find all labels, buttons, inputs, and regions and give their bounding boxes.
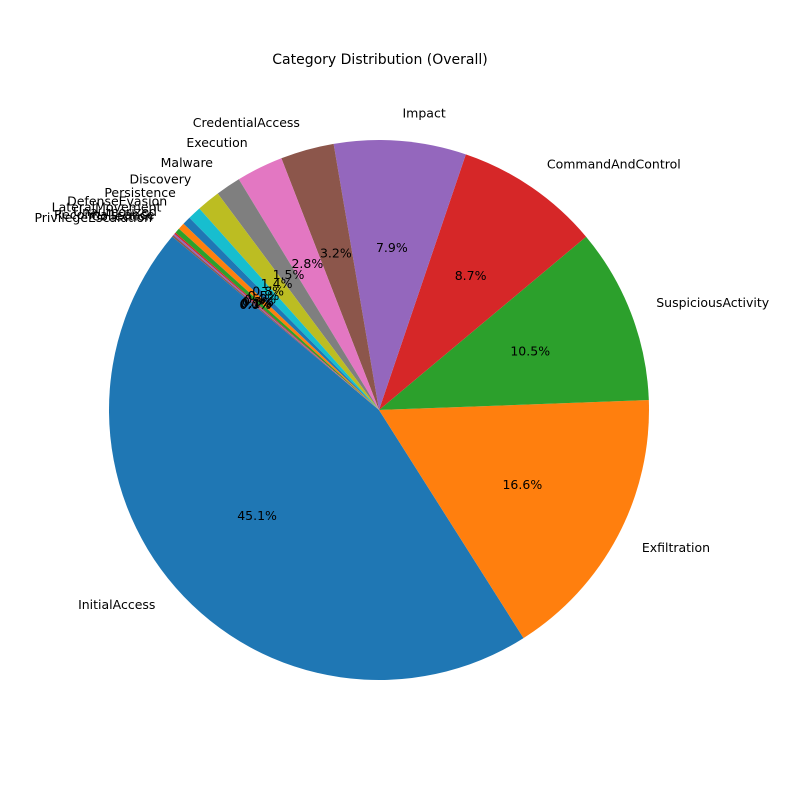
slice-label: Reconnaissance <box>54 207 155 222</box>
chart-title: Category Distribution (Overall) <box>272 52 487 68</box>
slice-percent-label: 16.6% <box>502 477 542 492</box>
pie-slice-credentialaccess <box>281 143 379 411</box>
pie-percent-labels: 45.1%16.6%10.5%8.7%7.9%3.2%2.8%1.5%1.4%0… <box>237 240 550 523</box>
slice-label: Persistence <box>104 185 176 200</box>
slice-label: Exfiltration <box>642 540 710 555</box>
pie-slice-defenseevasion <box>183 217 379 410</box>
pie-slice-privilegeescalation <box>172 235 379 410</box>
pie-slice-unauthorized <box>175 228 379 410</box>
slice-label: Collection <box>91 208 153 223</box>
slice-label: InitialAccess <box>78 597 155 612</box>
slice-percent-label: 7.9% <box>376 240 408 255</box>
slice-percent-label: 1.4% <box>261 276 293 291</box>
slice-percent-label: 10.5% <box>510 343 550 358</box>
slice-percent-label: 0.1% <box>240 296 272 311</box>
pie-slice-malware <box>217 179 379 410</box>
pie-slice-collection <box>173 233 379 410</box>
slice-label: Unauthorized <box>73 204 157 219</box>
pie-slice-exfiltration <box>379 400 649 639</box>
slice-percent-label: 0.5% <box>248 288 280 303</box>
slice-percent-label: 0.1% <box>241 295 273 310</box>
slice-label: Malware <box>161 155 214 170</box>
slice-percent-label: 8.7% <box>455 268 487 283</box>
slice-percent-label: 45.1% <box>237 508 277 523</box>
pie-slice-impact <box>333 139 466 410</box>
slice-label: Execution <box>186 135 247 150</box>
slice-percent-label: 0.0% <box>239 297 271 312</box>
slice-label: DefenseEvasion <box>67 193 167 208</box>
slice-percent-label: 3.2% <box>320 245 352 260</box>
slice-percent-label: 0.4% <box>244 291 276 306</box>
pie-slice-execution <box>238 158 379 410</box>
pie-slice-reconnaissance <box>174 232 379 410</box>
slice-label: SuspiciousActivity <box>656 295 770 310</box>
slice-percent-label: 1.5% <box>273 267 305 282</box>
slice-label: CredentialAccess <box>193 115 300 130</box>
pie-slice-initialaccess <box>108 236 524 681</box>
pie-slice-lateralmovement <box>178 223 379 410</box>
slice-percent-label: 0.8% <box>252 283 284 298</box>
slice-label: PrivilegeEscalation <box>34 210 152 225</box>
pie-slice-persistence <box>189 208 379 410</box>
slice-label: CommandAndControl <box>547 156 681 171</box>
pie-labels: InitialAccess Exfiltration SuspiciousActiv… <box>34 105 769 612</box>
slice-percent-label: 0.3% <box>242 294 274 309</box>
slice-label: Impact <box>403 105 446 120</box>
slice-label: Discovery <box>130 171 192 186</box>
pie-slice-commandandcontrol <box>379 154 587 410</box>
pie-slices <box>108 139 649 681</box>
slice-percent-label: 2.8% <box>291 256 323 271</box>
pie-slice-suspiciousactivity <box>379 236 649 410</box>
pie-slice-discovery <box>199 193 379 410</box>
slice-label: LateralMovement <box>52 199 162 214</box>
